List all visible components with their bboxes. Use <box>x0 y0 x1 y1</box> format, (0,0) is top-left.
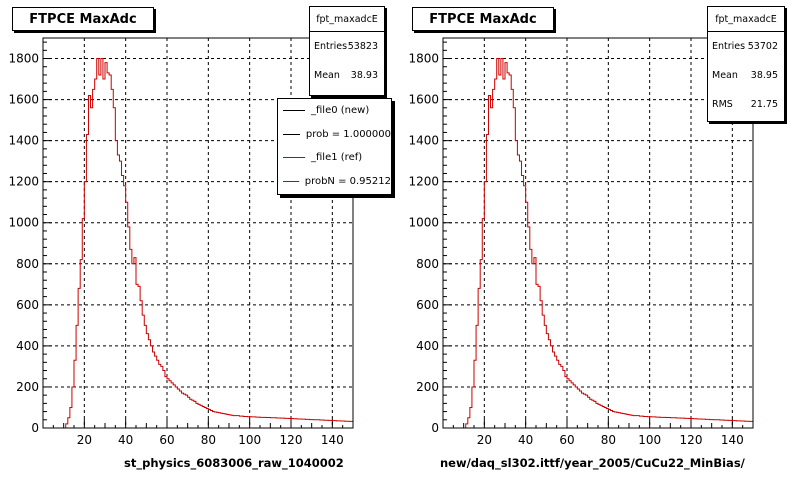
x-tick-label: 120 <box>280 433 303 447</box>
y-tick-label: 400 <box>16 339 39 353</box>
x-tick-label: 80 <box>601 433 616 447</box>
x-tick-label: 40 <box>518 433 533 447</box>
stats-row-entries: Entries 53823 <box>310 32 384 61</box>
x-tick-label: 140 <box>721 433 744 447</box>
stats-value: 38.95 <box>750 70 778 81</box>
x-axis-label-left: st_physics_6083006_raw_1040002 <box>124 456 344 470</box>
y-tick-label: 1600 <box>408 93 439 107</box>
stats-value: 38.93 <box>350 70 378 81</box>
histogram-series <box>43 58 353 429</box>
legend-swatch <box>283 133 300 135</box>
stats-name: fpt_maxadcE <box>708 7 784 32</box>
y-tick-label: 800 <box>416 257 439 271</box>
x-tick-label: 120 <box>680 433 703 447</box>
y-tick-label: 600 <box>16 298 39 312</box>
y-tick-label: 1800 <box>408 52 439 66</box>
legend-entry: _file1 (ref) <box>278 146 391 170</box>
chart-title-right: FTPCE MaxAdc <box>412 7 554 31</box>
stats-value: 53823 <box>347 41 378 52</box>
legend-swatch <box>283 110 305 112</box>
legend-swatch <box>283 180 299 182</box>
y-tick-label: 1400 <box>408 134 439 148</box>
x-tick-label: 140 <box>321 433 344 447</box>
legend-label: _file1 (ref) <box>311 152 363 164</box>
stats-value: 21.75 <box>750 99 778 110</box>
y-tick-label: 0 <box>431 421 439 435</box>
x-tick-label: 100 <box>638 433 661 447</box>
y-tick-label: 1400 <box>8 134 39 148</box>
x-tick-label: 20 <box>77 433 92 447</box>
stats-label: Entries <box>712 41 746 52</box>
stats-name: fpt_maxadcE <box>310 7 384 32</box>
y-tick-label: 400 <box>416 339 439 353</box>
chart-title-left: FTPCE MaxAdc <box>12 7 154 31</box>
stats-box-left: fpt_maxadcE Entries 53823 Mean 38.93 <box>309 6 385 96</box>
y-tick-label: 1200 <box>408 175 439 189</box>
legend-label: _file0 (new) <box>311 105 370 117</box>
stats-label: Mean <box>314 70 340 81</box>
legend-entry: probN = 0.95212 <box>278 170 391 194</box>
legend-swatch <box>283 157 305 159</box>
stats-box-right: fpt_maxadcE Entries 53702 Mean 38.95 RMS… <box>707 6 785 122</box>
legend-label: prob = 1.000000 <box>305 128 391 140</box>
stats-label: Mean <box>712 70 738 81</box>
legend-label: probN = 0.95212 <box>304 175 391 187</box>
plot-frame <box>42 37 354 429</box>
x-tick-label: 60 <box>159 433 174 447</box>
stats-row-mean: Mean 38.95 <box>708 61 784 90</box>
y-tick-label: 800 <box>16 257 39 271</box>
x-tick-label: 80 <box>201 433 216 447</box>
y-tick-label: 1000 <box>408 216 439 230</box>
stats-row-mean: Mean 38.93 <box>310 61 384 90</box>
plot-area <box>443 38 753 428</box>
stats-row-rms: RMS 21.75 <box>708 90 784 119</box>
histogram-series <box>443 58 753 429</box>
plot-area <box>43 38 353 428</box>
y-tick-label: 1800 <box>8 52 39 66</box>
y-tick-label: 600 <box>416 298 439 312</box>
stats-label: Entries <box>314 41 348 52</box>
legend-box: _file0 (new) prob = 1.000000 _file1 (ref… <box>277 98 392 195</box>
legend-entry: _file0 (new) <box>278 99 391 123</box>
y-tick-label: 1200 <box>8 175 39 189</box>
y-tick-label: 200 <box>416 380 439 394</box>
y-tick-label: 0 <box>31 421 39 435</box>
x-axis-label-right: new/daq_sl302.ittf/year_2005/CuCu22_MinB… <box>440 456 745 470</box>
y-tick-label: 1000 <box>8 216 39 230</box>
x-tick-label: 40 <box>118 433 133 447</box>
plot-frame <box>442 37 754 429</box>
stats-value: 53702 <box>747 41 778 52</box>
x-tick-label: 60 <box>559 433 574 447</box>
y-tick-label: 1600 <box>8 93 39 107</box>
y-tick-label: 200 <box>16 380 39 394</box>
stats-label: RMS <box>712 99 733 110</box>
legend-entry: prob = 1.000000 <box>278 123 391 147</box>
x-tick-label: 20 <box>477 433 492 447</box>
x-tick-label: 100 <box>238 433 261 447</box>
stats-row-entries: Entries 53702 <box>708 32 784 61</box>
